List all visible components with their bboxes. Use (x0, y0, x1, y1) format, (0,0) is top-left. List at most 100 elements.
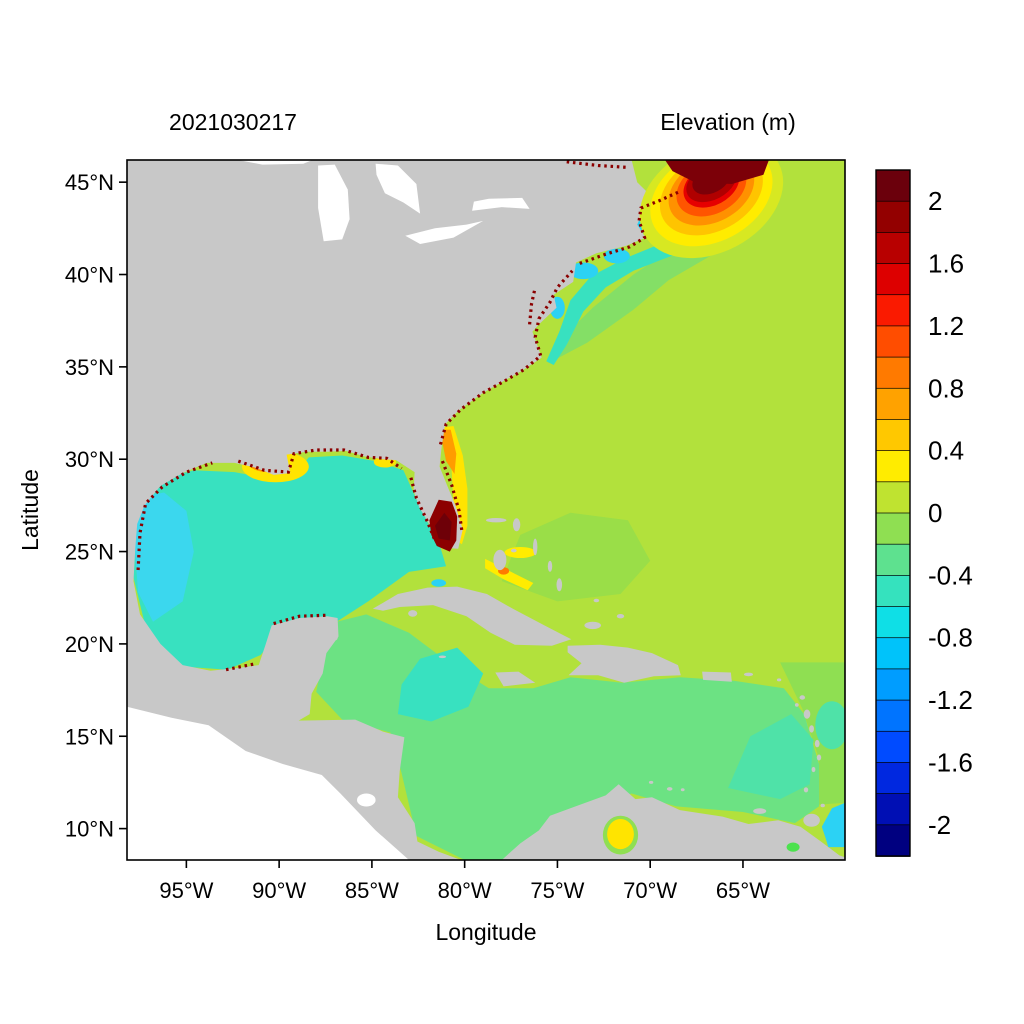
cuba (372, 586, 572, 646)
colorbar-band (875, 450, 911, 483)
lake-michigan (318, 164, 350, 242)
trinidad (803, 813, 820, 827)
y-tick-label: 40°N (65, 263, 114, 288)
plot-title: Elevation (m) (660, 109, 795, 135)
colorbar-band (875, 481, 911, 514)
colorbar-band (875, 699, 911, 733)
colorbar-tick-label: -0.4 (928, 560, 973, 590)
colorbar-band (875, 263, 911, 296)
lesser-antilles (803, 709, 811, 719)
bahamas-islands (547, 560, 553, 572)
y-tick-label: 15°N (65, 724, 114, 749)
flood-speckles-louisiana-panhandle-coast (237, 448, 403, 474)
flood-speckles-chesapeake-bay (528, 287, 537, 325)
x-tick-label: 90°W (252, 878, 306, 903)
leeward-netherlands-islands (680, 788, 685, 792)
colorbar-band (875, 575, 911, 608)
caribbean-east-teal (728, 714, 814, 800)
bahamas-islands (584, 621, 601, 630)
colorbar-tick-label: -0.8 (928, 623, 973, 653)
axes: 95°W 90°W 85°W 80°W 75°W 70°W 65°W 10°N 15°N 20°N… (65, 159, 846, 903)
puerto-rico (702, 671, 732, 682)
y-tick-label: 10°N (65, 817, 114, 842)
colorbar-tick-label: -2 (928, 810, 951, 840)
leeward-netherlands-islands (666, 787, 673, 791)
colorbar-band (875, 232, 911, 265)
lesser-antilles (799, 695, 806, 700)
lake-ontario (472, 197, 530, 211)
colorbar-tick-label: 0.8 (928, 373, 964, 403)
south-florida-flood-core (435, 512, 452, 541)
orinoco-cyan (821, 802, 845, 848)
bahamas-islands (511, 548, 517, 553)
lesser-antilles (803, 787, 809, 793)
lake-superior-edge (238, 160, 313, 165)
flood-speckles-southeast-coast (438, 269, 574, 445)
x-tick-label: 75°W (530, 878, 584, 903)
flood-speckles-st-lawrence (566, 160, 629, 169)
bahamas-islands (512, 518, 521, 532)
lesser-antilles (794, 703, 799, 707)
lesser-antilles (809, 725, 814, 733)
hispaniola (567, 644, 681, 683)
florida-straits-cyan (431, 579, 447, 587)
atlantic-mid-green-patch (501, 512, 651, 602)
map-plot-area (127, 160, 845, 860)
colorbar-band (875, 200, 911, 234)
lesser-antilles (811, 766, 816, 773)
lake-erie (405, 220, 484, 244)
flood-speckles-campeche-coast (224, 662, 254, 672)
bahamas-islands (486, 518, 507, 523)
bahamas-islands (616, 614, 625, 619)
colorbar-band (875, 169, 911, 203)
colorbar-band (875, 294, 911, 327)
colorbar-border (875, 169, 911, 857)
y-tick-label: 30°N (65, 447, 114, 472)
y-tick-label: 20°N (65, 632, 114, 657)
y-tick-label: 45°N (65, 170, 114, 195)
colorbar-band (875, 824, 911, 857)
y-axis-label: Latitude (17, 469, 43, 551)
bahamas-islands (556, 578, 563, 592)
flood-speckles-florida-west-coast (409, 477, 437, 542)
gulf-of-mexico (132, 455, 447, 670)
fundy-top-cap (665, 160, 769, 184)
leeward-netherlands-islands (753, 808, 767, 814)
colorbar-band (875, 356, 911, 390)
colorbar-tick-label: 0 (928, 498, 942, 528)
colorbar-tick-label: -1.2 (928, 685, 973, 715)
y-tick-label: 25°N (65, 540, 114, 565)
orinoco-green-spot (786, 842, 800, 852)
colorbar: 2 1.6 1.2 0.8 0.4 0 -0.4 -0.8 -1.2 -1.6 -2 (875, 169, 973, 857)
jamaica (495, 671, 536, 687)
colorbar-tick-label: -1.6 (928, 748, 973, 778)
colorbar-band (875, 419, 911, 452)
flood-speckles-new-england-coast (579, 189, 681, 265)
gulf-stream-green-band (548, 245, 714, 364)
x-axis-label: Longitude (435, 919, 536, 945)
bahamas-islands (593, 598, 600, 603)
colorbar-band (875, 668, 911, 701)
colorbar-band (875, 762, 911, 795)
antilles-outer-teal (815, 701, 845, 750)
y-tick-label: 35°N (65, 355, 114, 380)
x-tick-label: 65°W (716, 878, 770, 903)
isla-de-la-juventud (408, 610, 418, 617)
atlantic-se-green (780, 662, 845, 805)
colorbar-tick-label: 1.2 (928, 311, 964, 341)
colorbar-band (875, 637, 911, 670)
flood-speckles-florida-east-coast (440, 460, 464, 532)
south-america (501, 784, 845, 860)
leeward-netherlands-islands (648, 780, 654, 784)
x-tick-label: 95°W (159, 878, 213, 903)
lake-nicaragua (357, 793, 376, 807)
lesser-antilles (776, 678, 782, 682)
georgia-coast-orange (440, 429, 457, 474)
colorbar-band (875, 325, 911, 358)
colorbar-band (875, 543, 911, 577)
lake-huron (375, 163, 421, 214)
x-tick-label: 85°W (345, 878, 399, 903)
date-label: 2021030217 (169, 109, 297, 135)
colorbar-band (875, 793, 911, 826)
